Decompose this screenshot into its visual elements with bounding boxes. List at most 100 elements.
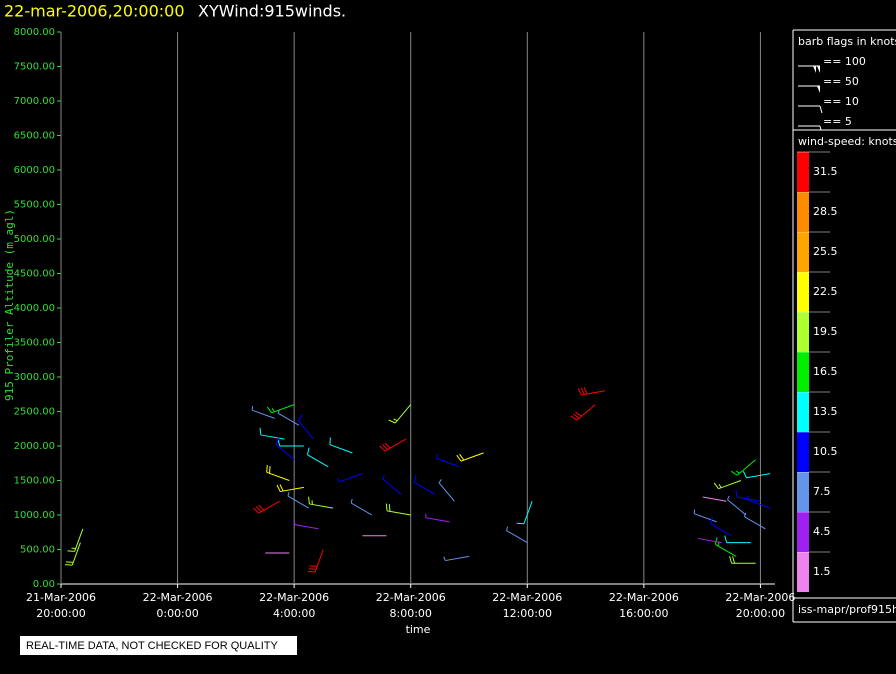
barb-staff [386,510,411,516]
legend-label: == 10 [823,95,859,108]
barb-flag [276,484,281,492]
wind-barb [697,537,722,544]
barb-staff [425,517,450,523]
y-tick-label: 1000.00 [14,510,55,521]
wind-barb [702,496,727,502]
barb-flag [577,388,582,396]
barb-staff [314,549,324,573]
barb-flag [382,444,389,450]
legend-barb [798,125,822,131]
colorbar-tick-label: 7.5 [813,485,831,498]
barb-staff [460,452,484,462]
barb-staff [394,404,412,424]
wind-barb [693,509,717,523]
colorbar-band [797,312,809,352]
barb-flag [583,387,588,395]
legend-barb [798,65,820,73]
y-tick-label: 6000.00 [14,165,55,176]
barb-flag [275,437,280,445]
colorbar-tick-label: 28.5 [813,205,838,218]
wind-barb [64,542,81,566]
barb-flag [516,522,524,525]
barb-flag [413,475,417,483]
barb-staff [266,471,290,481]
barb-flag [710,516,713,524]
barb-flag [742,471,747,478]
x-tick-label: 16:00:00 [619,607,668,620]
barb-flag [735,489,738,498]
barb-staff [436,458,460,468]
barb-half-flag [336,478,341,483]
barb-flag [67,550,75,552]
wind-barb [385,503,411,516]
colorbar-label: wind-speed: knots [798,135,896,148]
x-tick-label: 4:00:00 [273,607,315,620]
x-tick-label: 20:00:00 [36,607,85,620]
wind-barb [570,404,596,421]
barb-half-flag [382,474,385,480]
barb-flag [570,415,578,421]
barb-staff [74,528,84,552]
colorbar-band [797,232,809,272]
wind-barb [577,387,606,396]
wind-barb [350,498,373,516]
colorbar-tick-label: 31.5 [813,165,838,178]
legend-label: == 100 [823,55,866,68]
barb-flag [308,568,317,570]
wind-barb [710,516,732,537]
barb-half-flag [506,526,509,531]
x-tick-label: 20:00:00 [736,607,785,620]
barb-flag [64,564,73,566]
wind-barb [277,409,300,426]
barb-flag [65,561,74,563]
barb-half-flag [277,409,280,414]
colorbar-tick-label: 25.5 [813,245,838,258]
x-tick-label: 22-Mar-2006 [492,591,562,604]
colorbar-band [797,192,809,232]
barb-staff [329,444,353,454]
barb-staff [697,537,722,544]
barb-staff [747,499,771,509]
wind-barb [336,473,363,483]
colorbar-tick-label: 13.5 [813,405,838,418]
wind-barb [266,404,295,414]
barb-staff [280,486,304,493]
barb-staff [309,503,334,509]
quality-box [20,636,297,655]
wind-barb [413,475,436,495]
barb-flag [269,466,271,474]
wind-barb [294,520,319,530]
x-tick-label: 22-Mar-2006 [376,591,446,604]
barb-flag [277,438,281,447]
y-tick-label: 5500.00 [14,200,55,211]
header-title: XYWind:915winds. [198,2,346,21]
barb-flag [729,556,733,564]
barb-flag [379,445,386,452]
colorbar-tick-label: 1.5 [813,565,831,578]
barb-staff [715,543,737,557]
barb-staff [576,404,596,421]
barb-staff [445,555,470,562]
barb-staff [277,412,300,426]
barb-flag [724,535,728,543]
x-axis-label: time [406,623,431,636]
wind-barb [259,427,285,440]
barb-half-flag [350,498,353,504]
barb-flag [456,454,462,462]
barb-flag [385,503,388,511]
barb-flag [309,565,318,567]
y-tick-label: 7000.00 [14,96,55,107]
y-tick-label: 3000.00 [14,372,55,383]
barb-flag [279,484,284,492]
barb-staff [258,500,280,514]
barb-staff [718,480,742,490]
barb-half-flag [271,408,275,413]
wind-barb [744,512,766,530]
wind-barb [251,406,275,419]
barb-staff [693,513,717,523]
y-tick-label: 6500.00 [14,131,55,142]
wind-barb [742,471,771,479]
y-tick-label: 500.00 [20,545,55,556]
barb-staff [251,409,275,419]
